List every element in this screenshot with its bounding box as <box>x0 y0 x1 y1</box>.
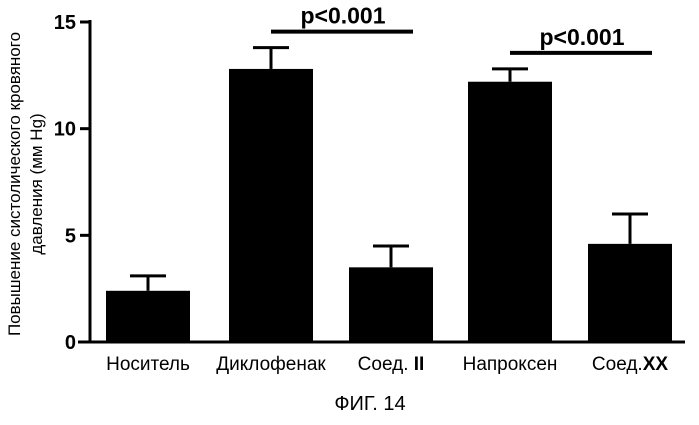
error-bars <box>130 48 648 291</box>
x-category-label: Носитель <box>106 354 190 375</box>
y-axis-label-line-1: Повышение систолического кровяного <box>5 32 24 336</box>
figure-caption: ФИГ. 14 <box>334 393 405 415</box>
y-axis-label-line-2: давления (мм Hg) <box>27 113 46 254</box>
significance-label: p<0.001 <box>539 24 624 50</box>
y-tick-label: 0 <box>65 332 76 354</box>
x-category-labels: Носитель Диклофенак Соед. II Напроксен Соед.… <box>106 354 668 375</box>
x-category-label: Напроксен <box>463 354 558 375</box>
significance-label: p<0.001 <box>300 3 385 29</box>
bar <box>468 82 552 342</box>
bar <box>588 244 672 342</box>
bar <box>349 267 433 342</box>
y-tick-label: 5 <box>65 225 76 247</box>
y-axis-label: Повышение систолического кровяного давле… <box>5 32 46 336</box>
category-text: Напроксен <box>463 354 558 375</box>
significance-annotations: p<0.001 p<0.001 <box>271 3 652 53</box>
y-ticks: 0 5 10 15 <box>54 12 90 354</box>
category-text: Соед. <box>358 354 414 375</box>
x-category-label: Соед.XX <box>592 354 668 375</box>
category-bold-text: II <box>414 354 425 375</box>
y-tick-label: 10 <box>54 119 76 141</box>
category-bold-text: XX <box>643 354 669 375</box>
bar <box>106 291 190 342</box>
x-category-label: Диклофенак <box>216 354 326 375</box>
bars <box>106 69 672 342</box>
x-category-label: Соед. II <box>358 354 425 375</box>
category-text: Диклофенак <box>216 354 326 375</box>
bar <box>229 69 313 342</box>
y-tick-label: 15 <box>54 12 76 34</box>
category-text: Носитель <box>106 354 190 375</box>
category-text: Соед. <box>592 354 643 375</box>
